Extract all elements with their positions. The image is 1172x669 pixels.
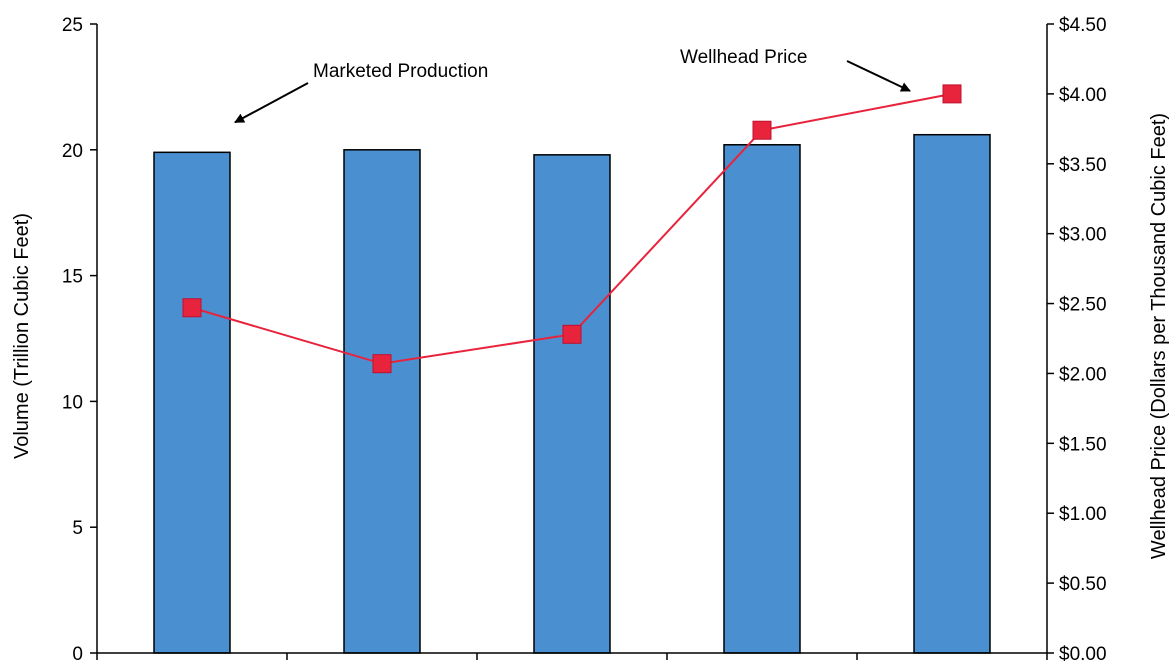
price-point-1999 bbox=[562, 324, 582, 344]
y2-tick-label: $2.50 bbox=[1059, 295, 1107, 316]
y2-axis-title: Wellhead Price (Dollars per Thousand Cub… bbox=[1148, 113, 1170, 559]
price-point-1998 bbox=[372, 354, 392, 374]
y2-tick-label: $2.00 bbox=[1059, 364, 1107, 385]
y2-tick-label: $0.50 bbox=[1059, 574, 1107, 595]
y2-tick-label: $0.00 bbox=[1059, 644, 1107, 665]
y-tick-label: 5 bbox=[72, 518, 83, 539]
annotation-wellhead-price: Wellhead Price bbox=[680, 47, 807, 68]
y-tick-label: 0 bbox=[72, 644, 83, 665]
bar-1997 bbox=[153, 151, 231, 654]
y2-tick-label: $1.50 bbox=[1059, 434, 1107, 455]
y2-tick-label: $3.00 bbox=[1059, 225, 1107, 246]
annotation-marketed-production: Marketed Production bbox=[313, 61, 488, 82]
y2-tick-label: $1.00 bbox=[1059, 504, 1107, 525]
y2-tick-label: $4.50 bbox=[1059, 15, 1107, 36]
y-axis-title: Volume (Trillion Cubic Feet) bbox=[11, 213, 33, 459]
price-point-2000 bbox=[752, 120, 772, 140]
annotation-arrow-marketed-production bbox=[234, 82, 309, 124]
bar-2001 bbox=[913, 133, 991, 654]
annotation-arrow-wellhead-price bbox=[846, 60, 911, 92]
y-tick-label: 20 bbox=[62, 141, 83, 162]
price-point-1997 bbox=[182, 298, 202, 318]
bar-2000 bbox=[723, 144, 801, 654]
y-tick-label: 15 bbox=[62, 267, 83, 288]
price-point-2001 bbox=[942, 84, 962, 104]
bar-1998 bbox=[343, 149, 421, 654]
y2-tick-label: $4.00 bbox=[1059, 85, 1107, 106]
bar-1999 bbox=[533, 154, 611, 654]
y-tick-label: 25 bbox=[62, 15, 83, 36]
y-tick-label: 10 bbox=[62, 392, 83, 413]
y2-tick-label: $3.50 bbox=[1059, 155, 1107, 176]
